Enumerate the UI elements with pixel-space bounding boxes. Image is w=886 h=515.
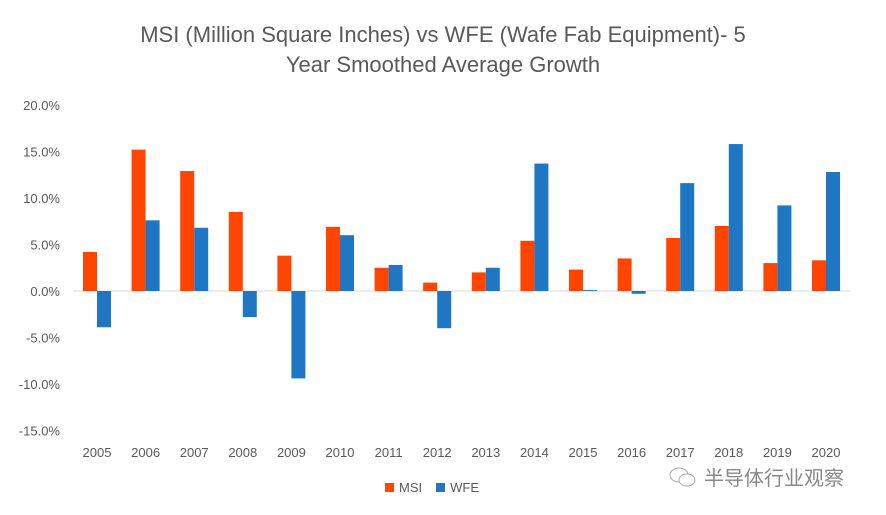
bar-msi-2016 [617,258,632,291]
x-tick-label: 2012 [423,445,452,460]
title-line-1: MSI (Million Square Inches) vs WFE (Wafe… [140,22,746,47]
chart-title: MSI (Million Square Inches) vs WFE (Wafe… [0,20,886,80]
y-tick-label: -5.0% [26,331,60,346]
bar-wfe-2011 [388,264,403,291]
y-tick-label: 10.0% [23,191,60,206]
watermark-text: 半导体行业观察 [704,468,844,490]
legend-msi: MSI [385,480,422,495]
title-line-2: Year Smoothed Average Growth [285,52,601,77]
bar-msi-2020 [812,260,826,291]
x-tick-label: 2011 [375,445,403,460]
x-tick-label: 2018 [714,445,743,460]
bar-wfe-2006 [145,220,160,291]
bar-msi-2008 [228,211,243,291]
bar-msi-2010 [326,226,340,291]
bar-wfe-2016 [631,291,646,294]
bar-msi-2011 [374,267,389,291]
bar-wfe-2007 [194,227,209,291]
y-tick-label: 15.0% [23,145,60,160]
x-tick-label: 2017 [666,445,695,460]
x-tick-label: 2010 [326,445,355,460]
legend: MSI WFE [385,480,479,495]
x-tick-label: 2013 [471,445,500,460]
bar-wfe-2017 [680,183,695,291]
bar-msi-2014 [520,240,535,291]
bar-wfe-2005 [97,291,111,328]
legend-swatch-wfe [436,483,446,492]
x-tick-label: 2014 [520,445,549,460]
bar-msi-2019 [763,263,778,291]
bar-wfe-2009 [291,291,306,379]
wechat-icon [669,467,696,486]
x-tick-label: 2005 [83,445,112,460]
y-tick-label: -15.0% [19,424,61,439]
x-tick-label: 2019 [763,445,792,460]
legend-swatch-msi [385,483,394,492]
bar-wfe-2018 [728,144,743,291]
x-tick-label: 2007 [180,445,209,460]
x-tick-label: 2006 [131,445,160,460]
bar-wfe-2014 [534,163,549,291]
bar-msi-2013 [471,272,486,291]
bar-wfe-2015 [583,290,597,291]
legend-label-wfe: WFE [450,480,480,495]
x-tick-label: 2008 [228,445,257,460]
bar-wfe-2019 [777,205,792,291]
x-tick-label: 2016 [617,445,646,460]
bar-msi-2007 [180,171,195,291]
y-tick-label: 20.0% [23,98,60,113]
y-tick-label: 0.0% [30,284,60,299]
bar-msi-2009 [277,255,292,291]
bar-wfe-2013 [485,267,500,291]
legend-wfe: WFE [436,480,479,495]
bar-wfe-2010 [340,235,354,291]
y-tick-label: 5.0% [30,238,60,253]
bar-wfe-2008 [242,291,257,318]
x-tick-label: 2020 [812,445,841,460]
x-tick-label: 2009 [277,445,306,460]
bar-msi-2005 [83,251,97,291]
bar-wfe-2020 [826,171,840,291]
legend-label-msi: MSI [399,480,423,495]
bar-msi-2018 [714,225,729,291]
bar-msi-2012 [423,282,438,291]
bar-wfe-2012 [437,291,452,329]
watermark: 半导体行业观察 [668,462,844,491]
bar-msi-2006 [131,149,146,291]
bar-msi-2017 [666,237,681,291]
bar-msi-2015 [569,269,583,291]
x-tick-label: 2015 [569,445,598,460]
y-tick-label: -10.0% [19,377,61,392]
